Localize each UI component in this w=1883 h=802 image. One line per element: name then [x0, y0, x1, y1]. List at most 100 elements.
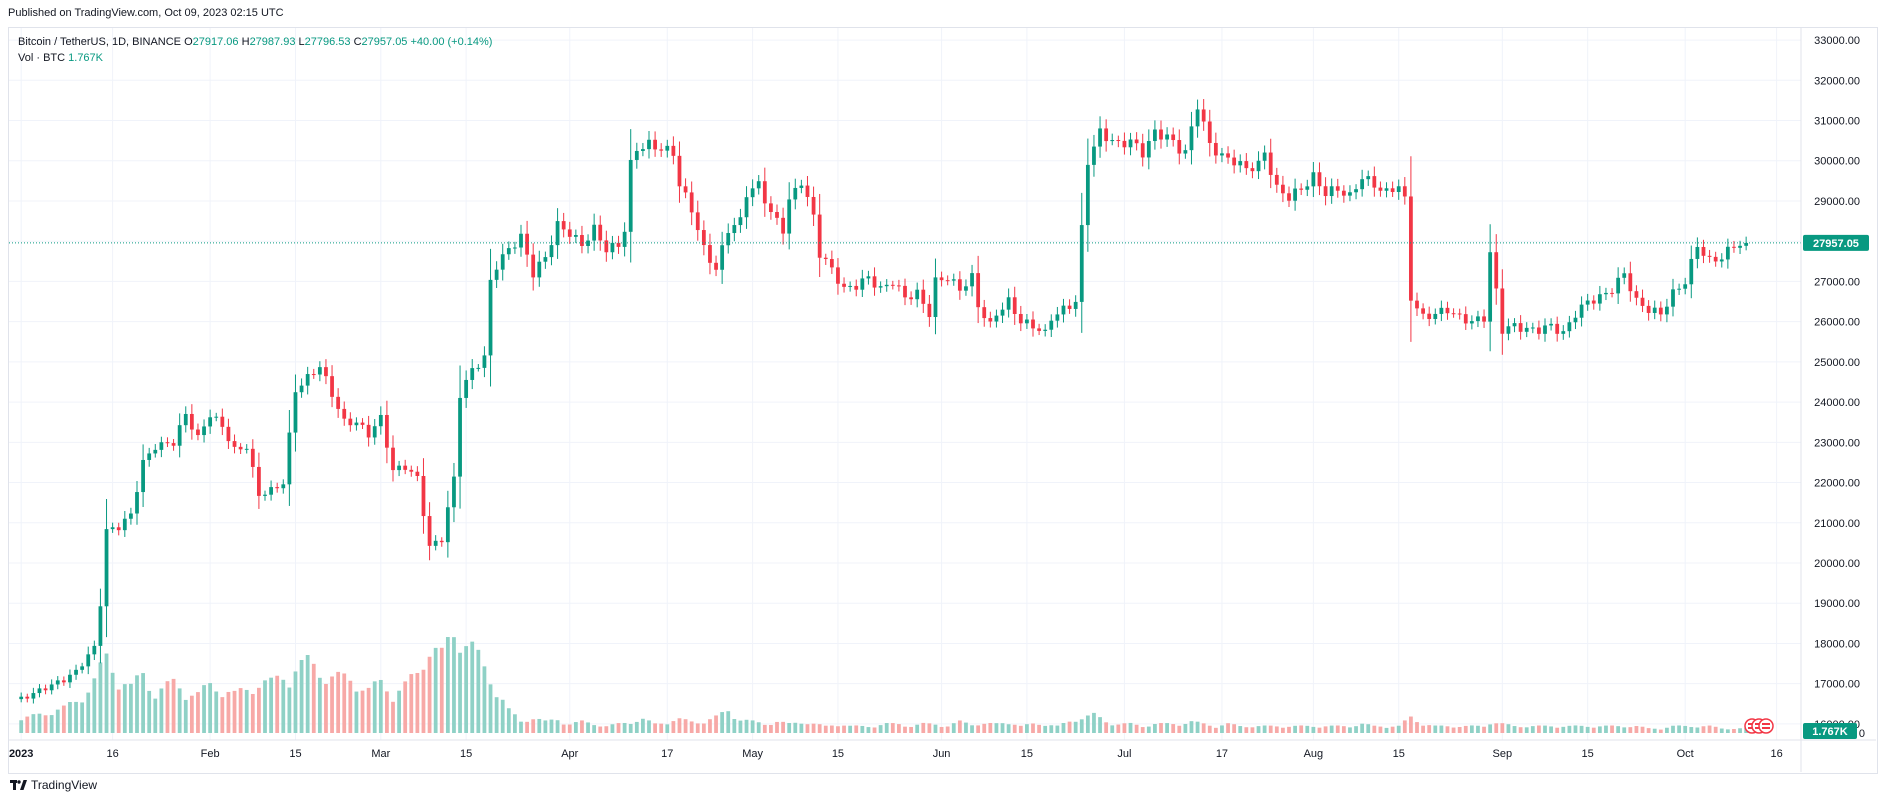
legend-symbol[interactable]: Bitcoin / TetherUS, 1D, BINANCE — [18, 36, 182, 48]
candle-body — [799, 185, 804, 188]
volume-bar — [415, 672, 420, 733]
volume-bar — [1409, 716, 1413, 733]
volume-bar — [153, 698, 158, 733]
volume-bar — [647, 720, 651, 733]
candle-body — [1677, 288, 1681, 290]
volume-bar — [80, 702, 85, 733]
candle-body — [1604, 292, 1608, 295]
price-tick-label: 26000.00 — [1814, 317, 1860, 329]
candle-body — [1165, 134, 1169, 140]
volume-bar — [842, 725, 846, 733]
volume-bar — [1183, 723, 1188, 733]
volume-bar — [25, 716, 30, 733]
volume-bar — [1171, 724, 1176, 733]
candle-body — [1652, 307, 1657, 313]
candle-body — [1037, 328, 1041, 331]
price-tick-label: 32000.00 — [1814, 75, 1860, 87]
volume-bar — [61, 705, 66, 733]
candle-body — [317, 367, 322, 375]
volume-bar — [19, 720, 24, 733]
candle-body — [769, 203, 773, 213]
price-tick-label: 27000.00 — [1814, 276, 1860, 288]
volume-bar — [494, 697, 499, 733]
candle-body — [1177, 140, 1182, 154]
volume-bar — [884, 723, 889, 733]
candle-body — [1183, 150, 1188, 154]
volume-bar — [567, 724, 572, 733]
volume-bar — [1543, 725, 1547, 733]
volume-bar — [793, 722, 798, 733]
candle-body — [1415, 300, 1419, 309]
volume-bar — [1677, 725, 1681, 733]
candle-body — [793, 187, 798, 200]
candle-body — [415, 471, 420, 477]
volume-bar — [1317, 727, 1322, 733]
candle-body — [153, 449, 158, 454]
volume-bar — [890, 723, 895, 733]
tradingview-logo[interactable]: TradingView — [10, 778, 97, 792]
volume-bar — [1122, 723, 1127, 733]
volume-bar — [1482, 726, 1486, 733]
volume-bar — [897, 724, 901, 733]
legend-high-value: 27987.93 — [249, 36, 296, 48]
volume-bar — [1451, 727, 1456, 733]
volume-bar — [586, 722, 590, 733]
volume-bar — [1372, 725, 1377, 733]
candle-body — [1640, 297, 1645, 306]
time-tick-label: 15 — [1393, 748, 1405, 760]
time-tick-label: 2023 — [9, 748, 33, 760]
candle-body — [1006, 297, 1011, 310]
candle-body — [701, 230, 706, 246]
volume-bar — [1153, 723, 1157, 733]
legend-volume-label[interactable]: Vol · BTC — [18, 52, 66, 64]
candle-body — [189, 413, 194, 430]
volume-bar — [1140, 727, 1145, 733]
volume-bar — [610, 724, 615, 733]
time-tick-label: Mar — [371, 748, 390, 760]
volume-bar — [756, 722, 761, 733]
volume-bar — [598, 726, 603, 733]
volume-bar — [433, 647, 438, 733]
candle-body — [513, 247, 517, 249]
volume-bar — [1500, 723, 1505, 733]
price-tick-label: 18000.00 — [1814, 638, 1860, 650]
candle-body — [1482, 316, 1486, 322]
volume-bar — [202, 685, 206, 733]
candle-body — [220, 416, 225, 427]
candle-body — [543, 257, 548, 262]
volume-bar — [817, 724, 822, 733]
volume-bar — [1378, 726, 1383, 733]
candle-body — [592, 224, 597, 241]
event-flag-icon — [1758, 718, 1774, 734]
volume-bar — [976, 725, 981, 733]
volume-bar — [604, 726, 609, 733]
volume-bar — [1354, 726, 1358, 733]
candle-body — [860, 278, 865, 290]
candle-body — [878, 286, 883, 288]
candle-body — [1335, 186, 1340, 191]
candle-body — [360, 422, 365, 425]
volume-bar — [506, 708, 511, 733]
candle-body — [409, 469, 414, 472]
candle-body — [1153, 129, 1157, 142]
candle-body — [890, 284, 895, 286]
candle-body — [378, 414, 383, 427]
volume-bar — [513, 714, 517, 733]
volume-bar — [464, 646, 469, 733]
candle-body — [1457, 313, 1462, 315]
volume-bar — [1085, 715, 1090, 733]
candle-body — [634, 150, 639, 160]
volume-bar — [762, 724, 767, 733]
candle-body — [1317, 172, 1322, 187]
volume-bar — [854, 725, 859, 733]
candle-body — [37, 688, 42, 694]
candle-body — [427, 516, 432, 546]
volume-bar — [37, 713, 42, 733]
volume-bar — [445, 637, 450, 733]
candle-body — [1378, 187, 1383, 191]
candle-body — [311, 374, 316, 376]
volume-bar — [1006, 724, 1011, 733]
candle-body — [1451, 313, 1456, 315]
price-tick-label: 29000.00 — [1814, 196, 1860, 208]
